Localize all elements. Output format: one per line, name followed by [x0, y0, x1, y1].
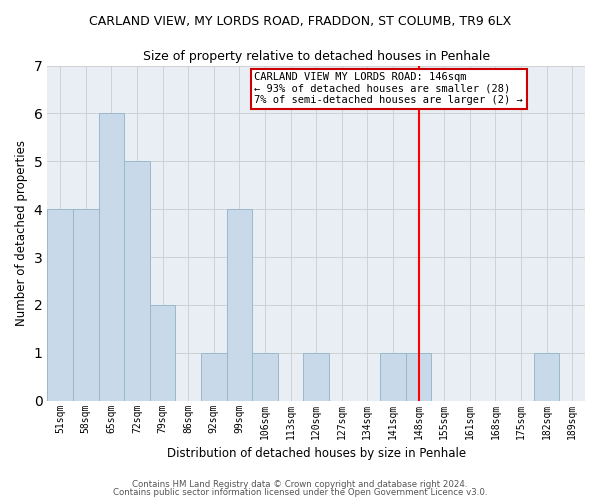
Bar — [380, 353, 406, 401]
Bar — [406, 353, 431, 401]
Bar — [534, 353, 559, 401]
Title: Size of property relative to detached houses in Penhale: Size of property relative to detached ho… — [143, 50, 490, 63]
Bar — [150, 305, 175, 400]
Text: Contains HM Land Registry data © Crown copyright and database right 2024.: Contains HM Land Registry data © Crown c… — [132, 480, 468, 489]
Y-axis label: Number of detached properties: Number of detached properties — [15, 140, 28, 326]
Bar — [252, 353, 278, 401]
Bar — [73, 209, 98, 400]
Text: CARLAND VIEW, MY LORDS ROAD, FRADDON, ST COLUMB, TR9 6LX: CARLAND VIEW, MY LORDS ROAD, FRADDON, ST… — [89, 15, 511, 28]
Bar — [227, 209, 252, 400]
Bar — [47, 209, 73, 400]
Bar — [98, 114, 124, 401]
Text: CARLAND VIEW MY LORDS ROAD: 146sqm
← 93% of detached houses are smaller (28)
7% : CARLAND VIEW MY LORDS ROAD: 146sqm ← 93%… — [254, 72, 523, 106]
X-axis label: Distribution of detached houses by size in Penhale: Distribution of detached houses by size … — [167, 447, 466, 460]
Text: Contains public sector information licensed under the Open Government Licence v3: Contains public sector information licen… — [113, 488, 487, 497]
Bar — [201, 353, 227, 401]
Bar — [124, 162, 150, 400]
Bar — [304, 353, 329, 401]
